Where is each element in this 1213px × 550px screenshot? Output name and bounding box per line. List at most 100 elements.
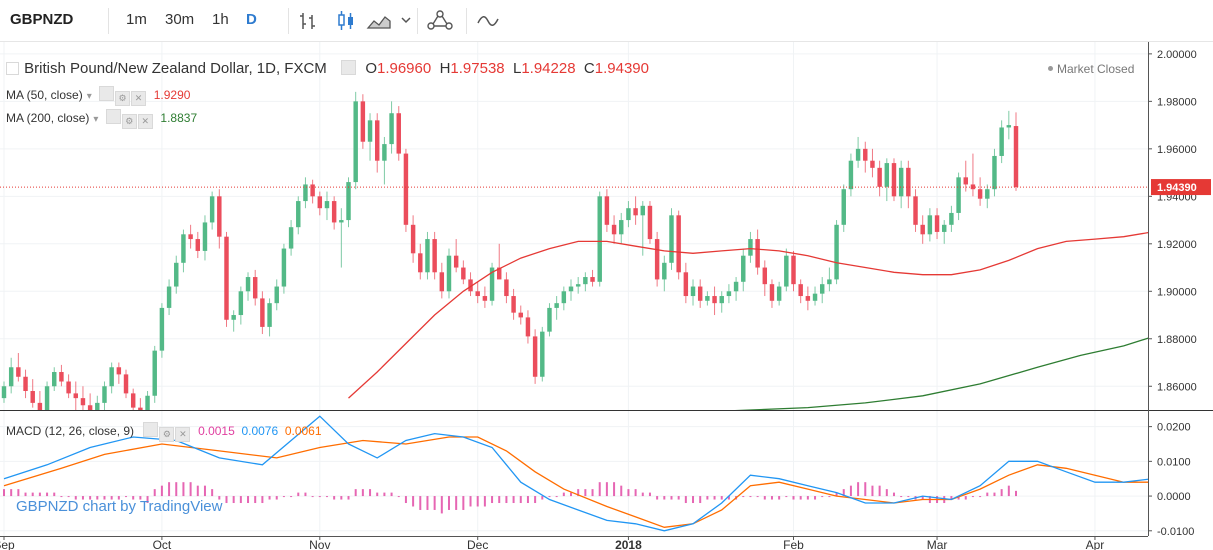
interval-d[interactable]: D bbox=[246, 11, 257, 28]
candle-body bbox=[525, 317, 531, 337]
candle bbox=[733, 277, 739, 301]
candle bbox=[353, 91, 358, 190]
macd-hist-bar bbox=[304, 492, 307, 497]
candle bbox=[762, 260, 768, 297]
collapse-icon[interactable] bbox=[6, 62, 19, 75]
macd-hist-bar bbox=[53, 492, 56, 497]
candle bbox=[870, 148, 875, 178]
candle-body bbox=[776, 286, 782, 301]
candle bbox=[109, 362, 114, 394]
indicators-icon[interactable] bbox=[476, 11, 500, 29]
candle-body bbox=[389, 113, 394, 145]
candle-body bbox=[382, 144, 387, 161]
candle-body bbox=[123, 374, 129, 394]
candle bbox=[166, 279, 172, 316]
macd-hist-bar bbox=[871, 485, 874, 497]
macd-label[interactable]: MACD (12, 26, close, 9) bbox=[6, 424, 135, 438]
ma50-label[interactable]: MA (50, close) bbox=[6, 88, 83, 102]
candle bbox=[712, 286, 717, 316]
chart-canvas[interactable]: 2.000001.980001.960001.940001.920001.900… bbox=[0, 42, 1213, 550]
candle-body bbox=[985, 189, 990, 199]
candle-body bbox=[145, 395, 150, 410]
candle-body bbox=[726, 291, 732, 297]
close-icon[interactable]: ✕ bbox=[137, 114, 153, 129]
chevron-down-icon[interactable]: ▾ bbox=[86, 91, 92, 102]
macd-hist-bar bbox=[584, 489, 587, 497]
macd-hist-bar bbox=[577, 489, 580, 497]
macd-hist-bar bbox=[318, 496, 321, 498]
macd-hist-bar bbox=[225, 496, 228, 504]
macd-hist-bar bbox=[699, 496, 702, 504]
chevron-down-icon[interactable]: ▾ bbox=[93, 114, 99, 125]
bar-chart-icon[interactable] bbox=[298, 10, 318, 32]
gear-icon[interactable]: ⚙ bbox=[121, 114, 137, 129]
candle-body bbox=[690, 286, 696, 297]
macd-hist-bar bbox=[907, 496, 910, 498]
candle bbox=[920, 215, 925, 244]
compare-icon[interactable] bbox=[426, 9, 454, 33]
price-tick-label: 1.86000 bbox=[1157, 381, 1197, 393]
symbol-search[interactable]: GBPNZD bbox=[10, 11, 74, 28]
candle-body bbox=[432, 239, 437, 273]
interval-1m[interactable]: 1m bbox=[126, 11, 147, 28]
chevron-down-icon[interactable] bbox=[400, 15, 412, 25]
candle bbox=[575, 277, 581, 294]
candle-body bbox=[827, 279, 832, 285]
candle-body bbox=[798, 284, 803, 297]
candle bbox=[87, 393, 93, 410]
eye-icon[interactable] bbox=[99, 86, 115, 101]
gear-icon[interactable]: ⚙ bbox=[159, 427, 175, 442]
candle bbox=[1013, 112, 1019, 191]
candle-body bbox=[267, 303, 272, 327]
candle-body bbox=[633, 208, 638, 216]
eye-icon[interactable] bbox=[143, 422, 159, 437]
candlestick-icon[interactable] bbox=[336, 9, 356, 33]
eye-icon[interactable] bbox=[105, 109, 121, 124]
ma200-label[interactable]: MA (200, close) bbox=[6, 111, 90, 125]
macd-hist-bar bbox=[986, 492, 989, 497]
candle-body bbox=[949, 212, 954, 225]
candle bbox=[130, 388, 136, 410]
candle-body bbox=[396, 113, 401, 154]
interval-30m[interactable]: 30m bbox=[165, 11, 195, 28]
eye-icon[interactable] bbox=[340, 60, 356, 75]
interval-1h[interactable]: 1h bbox=[212, 11, 229, 28]
candle bbox=[439, 262, 445, 299]
chart-area[interactable]: 2.00000 1.98000 1.96000 1.94000 1.92000 1.900… bbox=[0, 42, 1213, 550]
macd-hist-bar bbox=[763, 496, 766, 500]
macd-hist-bar bbox=[555, 496, 558, 498]
candle-body bbox=[669, 215, 674, 263]
close-icon[interactable]: ✕ bbox=[131, 91, 147, 106]
candle bbox=[66, 374, 71, 399]
macd-hist-bar bbox=[476, 496, 479, 507]
candle-body bbox=[296, 201, 301, 228]
candle bbox=[425, 231, 430, 280]
candle-body bbox=[217, 196, 222, 237]
time-tick-label: Apr bbox=[1086, 538, 1105, 550]
candle bbox=[755, 229, 760, 275]
macd-hist-bar bbox=[175, 482, 178, 497]
macd-hist-bar bbox=[74, 496, 77, 500]
candle-body bbox=[963, 177, 968, 185]
tradingview-watermark[interactable]: GBPNZD chart by TradingView bbox=[16, 498, 223, 515]
series-title: British Pound/New Zealand Dollar, 1D, FX… bbox=[24, 60, 327, 77]
macd-legend: MACD (12, 26, close, 9) ⚙ ✕ 0.0015 0.0076… bbox=[6, 422, 322, 442]
macd-hist-bar bbox=[347, 496, 350, 500]
candle-body bbox=[1006, 125, 1012, 128]
toolbar-divider bbox=[466, 8, 467, 34]
gear-icon[interactable]: ⚙ bbox=[115, 91, 131, 106]
area-chart-icon[interactable] bbox=[366, 11, 392, 31]
candle-body bbox=[23, 376, 28, 392]
close-icon[interactable]: ✕ bbox=[175, 427, 191, 442]
macd-hist-bar bbox=[799, 496, 802, 500]
candle-body bbox=[755, 239, 760, 268]
candle-body bbox=[540, 331, 545, 377]
candle bbox=[705, 291, 710, 306]
candle bbox=[662, 255, 667, 292]
candle-body bbox=[102, 386, 107, 403]
macd-hist-bar bbox=[483, 496, 486, 507]
macd-hist-bar bbox=[562, 492, 565, 497]
candle bbox=[475, 281, 480, 304]
candle bbox=[360, 94, 366, 149]
candle bbox=[231, 310, 236, 332]
